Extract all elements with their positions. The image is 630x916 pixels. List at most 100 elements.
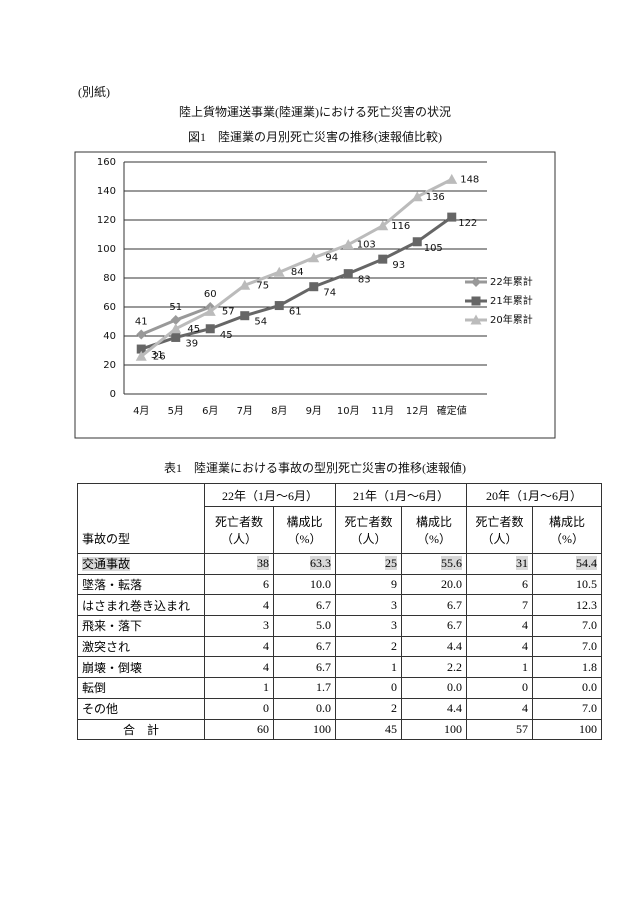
- y-tick-label: 160: [97, 157, 116, 168]
- cell-text: 12.3: [576, 597, 597, 612]
- table-cell: 墜落・転落: [77, 573, 205, 596]
- table-cell: 交通事故: [77, 553, 205, 575]
- cell-text: はさまれ巻き込まれ: [82, 598, 191, 613]
- series-line: [140, 178, 453, 358]
- cell-text: 2.2: [447, 659, 462, 674]
- data-label: 57: [222, 306, 235, 317]
- cell-text: 0: [263, 701, 269, 716]
- data-label: 26: [153, 351, 166, 362]
- cell-text: 1: [391, 659, 397, 674]
- table-cell: 事故の型: [77, 483, 205, 554]
- table-cell: 21年（1月～6月）: [335, 483, 467, 507]
- data-label: 45: [220, 330, 233, 341]
- table-cell: 6.7: [273, 635, 336, 658]
- table-cell: はさまれ巻き込まれ: [77, 594, 205, 617]
- cell-text: 9: [391, 577, 397, 592]
- data-label: 75: [256, 280, 269, 291]
- data-label: 148: [460, 174, 479, 185]
- legend-label: 20年累計: [490, 313, 533, 326]
- point: [377, 220, 389, 231]
- table-cell: 20.0: [401, 573, 467, 596]
- cell-text: 6.7: [316, 639, 331, 654]
- table-cell: 6.7: [401, 594, 467, 617]
- cell-text: 0: [522, 680, 528, 695]
- x-tick-label: 8月: [271, 405, 287, 417]
- point: [239, 279, 251, 290]
- cell-text: （人）: [220, 532, 257, 546]
- table-cell: 10.5: [532, 573, 602, 596]
- data-label: 103: [357, 240, 376, 251]
- cell-text: 6: [263, 577, 269, 592]
- cell-text: 事故の型: [82, 532, 131, 546]
- cell-text: （%）: [417, 532, 451, 546]
- cell-text: 20年（1月～6月）: [485, 488, 582, 503]
- table: 事故の型 22年（1月～6月） 21年（1月～6月） 20年（1月～6月） 死亡者数 （人…: [77, 483, 602, 741]
- table-cell: 構成比 （%）: [401, 506, 467, 554]
- data-label: 83: [358, 275, 371, 286]
- cell-text: 合 計: [122, 722, 159, 737]
- cell-text: 墜落・転落: [82, 578, 143, 593]
- cell-text: （%）: [287, 532, 322, 546]
- cell-text: 4.4: [447, 701, 462, 716]
- cell-text: 構成比: [415, 515, 452, 529]
- y-tick-label: 20: [103, 360, 116, 371]
- legend-label: 22年累計: [490, 275, 533, 288]
- table-cell: 飛来・落下: [77, 615, 205, 637]
- table-cell: 4: [466, 697, 533, 720]
- x-tick-label: 7月: [237, 405, 253, 417]
- cell-text: 1: [522, 659, 528, 674]
- point: [135, 350, 147, 361]
- point: [274, 301, 284, 311]
- cell-text: 崩壊・倒壊: [82, 660, 143, 675]
- table-cell: 6.7: [273, 656, 336, 679]
- table-cell: 63.3: [273, 553, 336, 575]
- cell-text: 3: [391, 618, 397, 633]
- cell-text: （人）: [481, 532, 518, 546]
- table-cell: その他: [77, 697, 205, 720]
- cell-text: 転倒: [82, 681, 107, 696]
- cell-text: 6.7: [447, 618, 462, 633]
- cell-text: 6.7: [316, 597, 331, 612]
- data-label: 74: [323, 288, 336, 299]
- table-row: 合 計 60 100 45 100 57 100: [77, 718, 602, 741]
- table-cell: 構成比 （%）: [532, 506, 602, 554]
- table-cell: 合 計: [77, 718, 205, 741]
- cell-text: 6.7: [316, 659, 331, 674]
- table-row: 崩壊・倒壊 4 6.7 1 2.2 1 1.8: [77, 656, 602, 679]
- cell-text: 22年（1月～6月）: [221, 488, 318, 503]
- table-cell: 6: [466, 573, 533, 596]
- data-label: 116: [391, 221, 410, 232]
- table-cell: 1: [335, 656, 402, 679]
- cell-text: 1.7: [316, 680, 331, 695]
- y-tick-label: 100: [97, 244, 116, 255]
- cell-text: 4: [263, 639, 269, 654]
- cell-text: 31: [516, 556, 528, 571]
- cell-text: 7: [522, 597, 528, 612]
- point: [411, 191, 423, 202]
- table-cell: 55.6: [401, 553, 467, 575]
- table-cell: 38: [204, 553, 274, 575]
- cell-text: 60: [257, 721, 269, 736]
- chart: 0 20 40 60 80 100 120 140 160 4月 5月 6月 7月 8月 9月 10月 11月 1…: [74, 151, 556, 439]
- point: [343, 269, 353, 279]
- table-cell: 死亡者数 （人）: [204, 506, 274, 554]
- data-label: 93: [392, 260, 405, 271]
- cell-text: 6: [522, 577, 528, 592]
- cell-text: 4: [522, 639, 528, 654]
- point: [240, 311, 250, 321]
- table-row: 交通事故 38 63.3 25 55.6 31 54.4: [77, 553, 602, 575]
- table-cell: 崩壊・倒壊: [77, 656, 205, 679]
- cell-text: 0.0: [447, 680, 462, 695]
- table-cell: 60: [204, 718, 274, 741]
- table-cell: 1: [466, 656, 533, 679]
- table-cell: 0.0: [532, 677, 602, 699]
- point: [273, 266, 285, 277]
- cell-text: 4: [263, 659, 269, 674]
- cell-text: 2: [391, 639, 397, 654]
- cell-text: 4: [522, 701, 528, 716]
- table-cell: 2.2: [401, 656, 467, 679]
- cell-text: 57: [516, 721, 528, 736]
- data-label: 31: [151, 350, 164, 361]
- cell-text: 4: [522, 618, 528, 633]
